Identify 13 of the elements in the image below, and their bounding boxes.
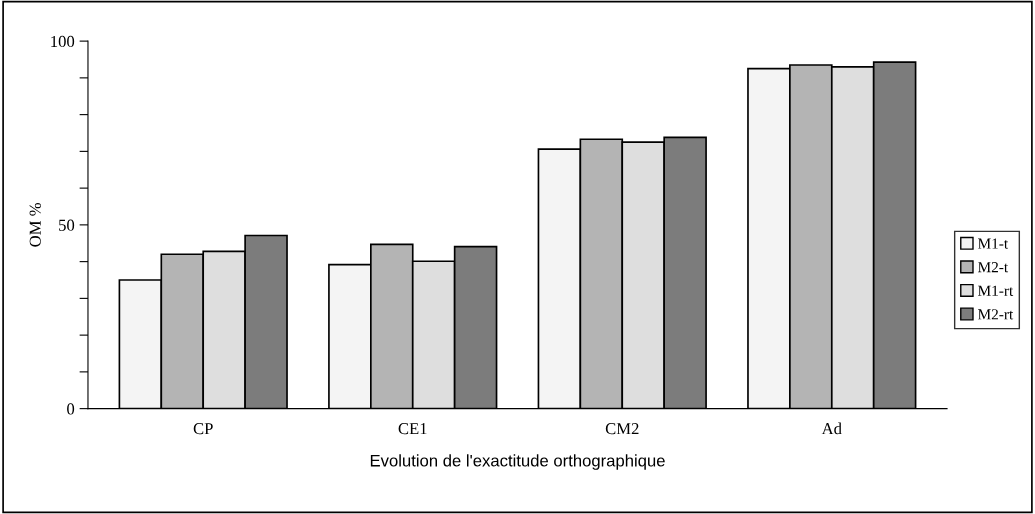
legend-label: M2-t xyxy=(978,262,1009,273)
x-axis-title: Evolution de l'exactitude orthographique xyxy=(370,454,665,470)
y-tick-label: 50 xyxy=(59,219,75,231)
x-tick-label: Ad xyxy=(821,422,842,435)
x-tick-label: CP xyxy=(193,423,213,435)
y-axis-title: OM % xyxy=(29,202,41,247)
y-tick-label: 0 xyxy=(67,403,75,415)
x-tick-label: CE1 xyxy=(398,423,427,435)
legend-label: M1-t xyxy=(978,238,1009,249)
legend-label: M1-rt xyxy=(978,285,1014,296)
x-tick-label: CM2 xyxy=(605,423,639,435)
legend-label: M2-rt xyxy=(978,309,1014,320)
y-tick-label: 100 xyxy=(51,35,75,48)
